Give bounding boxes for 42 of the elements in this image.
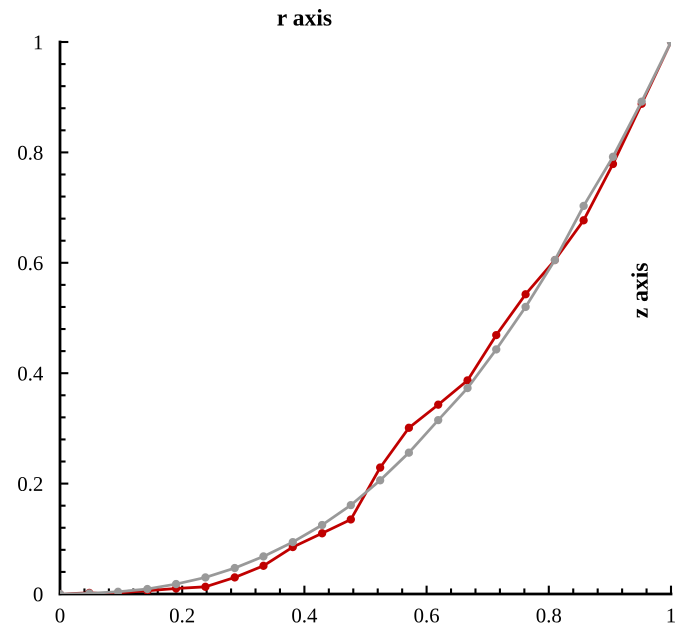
point — [463, 384, 472, 392]
y-tick-label: 0.4 — [18, 366, 44, 381]
point — [376, 476, 384, 484]
point — [521, 290, 530, 298]
point — [608, 152, 618, 161]
x-tick-label: 0.2 — [170, 608, 194, 623]
point — [259, 562, 268, 570]
point — [230, 573, 239, 582]
x-tick-label: 1 — [668, 608, 675, 622]
point — [288, 538, 297, 546]
y-axis-title: z axis — [631, 263, 648, 318]
point — [201, 573, 210, 582]
point — [346, 515, 356, 524]
point — [434, 400, 442, 409]
point — [579, 216, 588, 224]
x-axis-title: r axis — [277, 9, 332, 26]
point — [346, 500, 356, 510]
x-tick-label: 0 — [56, 608, 64, 623]
y-tick-label: 0.2 — [18, 476, 42, 492]
point — [492, 345, 500, 354]
point — [318, 529, 326, 538]
y-tick-label: 0.8 — [18, 146, 43, 160]
x-tick-label: 0.4 — [292, 608, 318, 623]
point — [201, 582, 210, 591]
x-tick-label: 0.8 — [536, 608, 562, 623]
point — [318, 520, 326, 530]
point — [463, 376, 472, 385]
x-tick-label: 0.6 — [414, 608, 439, 623]
point — [172, 580, 180, 588]
point — [492, 330, 500, 340]
y-tick-label: 1 — [34, 35, 42, 50]
point — [638, 97, 646, 106]
point — [404, 448, 414, 457]
point — [521, 302, 530, 312]
y-tick-label: 0 — [34, 587, 43, 602]
point — [230, 564, 239, 572]
point — [376, 463, 384, 472]
point — [434, 416, 442, 424]
y-tick-label: 0.6 — [18, 256, 43, 270]
point — [579, 202, 588, 210]
point — [404, 424, 414, 432]
point — [259, 552, 268, 561]
